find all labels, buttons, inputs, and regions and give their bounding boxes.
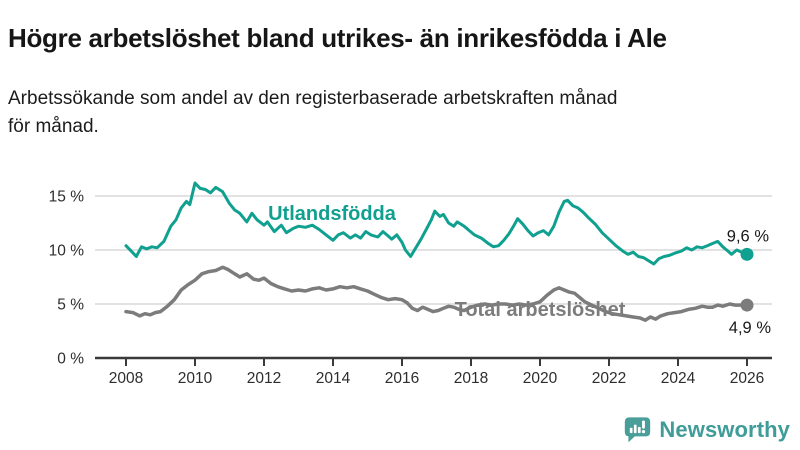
- x-tick-label: 2014: [316, 370, 351, 387]
- x-tick-label: 2008: [109, 370, 143, 387]
- chart-svg: 0 % 5 % 10 % 15 % 2008 2010 2012 2014 2016 2018 20…: [49, 181, 772, 387]
- unemployment-line-chart: 0 % 5 % 10 % 15 % 2008 2010 2012 2014 2016 2018 20…: [0, 150, 800, 405]
- series-end-dot: [740, 298, 754, 312]
- series-line: [124, 181, 749, 266]
- series-value-label: 4,9 %: [729, 319, 772, 337]
- chart-title: Högre arbetslöshet bland utrikes- än inr…: [8, 23, 667, 54]
- x-tick-label: 2010: [178, 370, 213, 387]
- y-tick-label: 0 %: [57, 351, 84, 368]
- x-tick-label: 2012: [247, 370, 281, 387]
- x-tick-label: 2022: [592, 370, 626, 387]
- newsworthy-logo[interactable]: Newsworthy: [623, 415, 790, 445]
- x-tick-label: 2026: [730, 370, 764, 387]
- x-tick-label: 2020: [523, 370, 558, 387]
- x-tick-label: 2016: [385, 370, 419, 387]
- series-label: Total arbetslöshet: [455, 299, 626, 321]
- newsworthy-wordmark: Newsworthy: [659, 417, 790, 442]
- y-tick-label: 10 %: [49, 243, 85, 260]
- series-line: [124, 265, 749, 322]
- series-label: Utlandsfödda: [268, 203, 397, 225]
- chart-subtitle: Arbetssökande som andel av den registerb…: [8, 88, 618, 137]
- newsworthy-icon: [625, 417, 651, 443]
- x-tick-label: 2024: [661, 370, 696, 387]
- series-end-dot: [740, 247, 754, 261]
- y-tick-label: 15 %: [49, 189, 85, 206]
- series-value-label: 9,6 %: [727, 227, 770, 245]
- y-tick-label: 5 %: [57, 297, 84, 314]
- x-tick-label: 2018: [454, 370, 488, 387]
